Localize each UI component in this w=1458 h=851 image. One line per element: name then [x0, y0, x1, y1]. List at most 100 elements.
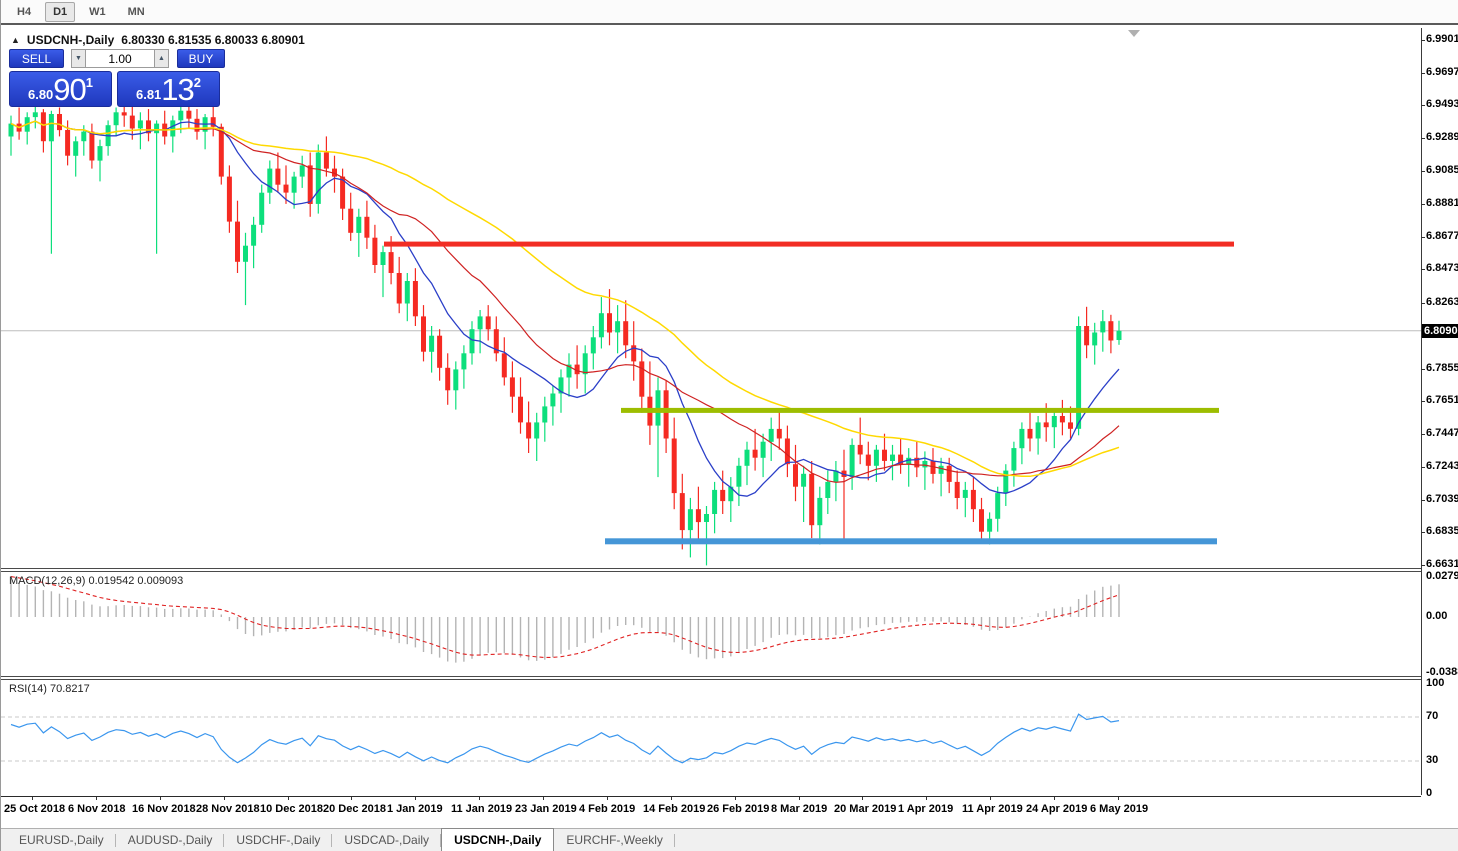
sell-price-pips: 90	[53, 72, 86, 107]
tab-divider	[223, 834, 225, 847]
chart-shift-marker-icon	[1128, 30, 1140, 37]
time-tick-label: 11 Apr 2019	[962, 803, 1023, 815]
time-axis[interactable]: 25 Oct 2018 6 Nov 2018 16 Nov 2018 28 Nov 2…	[1, 796, 1421, 826]
rsi-axis-label: 30	[1426, 754, 1439, 766]
timeframe-w1-button[interactable]: W1	[89, 5, 106, 18]
lot-size-spinner: ▼ ▲	[71, 49, 169, 68]
time-tick-mark	[351, 797, 352, 800]
timeframe-h4-button[interactable]: H4	[17, 5, 32, 18]
rsi-axis-label: 100	[1426, 677, 1445, 689]
time-tick-label: 23 Jan 2019	[515, 803, 577, 815]
buy-price-fraction: 2	[193, 75, 202, 90]
buy-price-base: 6.81	[135, 87, 162, 102]
hline-support-olive	[621, 407, 1219, 413]
time-tick-label: 26 Feb 2019	[707, 803, 770, 815]
price-tick-mark	[1421, 138, 1425, 139]
price-tick-label: 6.68350	[1426, 525, 1458, 537]
price-tick-mark	[1421, 467, 1425, 468]
sell-price-base: 6.80	[27, 87, 54, 102]
price-tick-mark	[1421, 105, 1425, 106]
price-tick-mark	[1421, 500, 1425, 501]
chart-title: ▲ USDCNH-,Daily 6.80330 6.81535 6.80033 …	[11, 33, 305, 47]
buy-price-button[interactable]: 6.81 13 2	[117, 71, 220, 107]
price-tick-mark	[1421, 369, 1425, 370]
ma-slow-line	[10, 120, 1120, 483]
pane-separator[interactable]	[1, 676, 1458, 680]
symbol-tab-eurusd[interactable]: EURUSD-,Daily	[7, 830, 116, 851]
hline-support-blue	[605, 538, 1217, 545]
price-tick-label: 6.90850	[1426, 164, 1458, 176]
timeframe-d1-button[interactable]: D1	[45, 1, 76, 22]
macd-indicator-label: MACD(12,26,9) 0.019542 0.009093	[9, 575, 184, 587]
symbol-tab-audusd[interactable]: AUDUSD-,Daily	[116, 830, 225, 851]
time-tick-label: 28 Nov 2018	[196, 803, 260, 815]
price-tick-label: 6.66310	[1426, 558, 1458, 570]
buy-button[interactable]: BUY	[177, 49, 225, 68]
symbol-tab-usdchf[interactable]: USDCHF-,Daily	[224, 830, 333, 851]
time-tick-label: 14 Feb 2019	[643, 803, 706, 815]
macd-axis-label: 0.027908	[1426, 570, 1458, 582]
hline-resistance-red	[384, 241, 1234, 247]
price-tick-label: 6.82630	[1426, 296, 1458, 308]
price-tick-mark	[1421, 434, 1425, 435]
price-tick-label: 6.72430	[1426, 460, 1458, 472]
ma-slowest-line	[10, 120, 1120, 478]
time-tick-mark	[32, 797, 33, 800]
price-tick-label: 6.84730	[1426, 262, 1458, 274]
timeframe-mn-button[interactable]: MN	[127, 5, 145, 18]
macd-indicator-pane[interactable]	[1, 572, 1421, 676]
sell-price-button[interactable]: 6.80 90 1	[9, 71, 112, 107]
price-tick-mark	[1421, 171, 1425, 172]
macd-axis-label: -0.03887	[1426, 666, 1458, 678]
time-tick-mark	[990, 797, 991, 800]
sell-button[interactable]: SELL	[9, 49, 64, 68]
symbol-tab-usdcnh[interactable]: USDCNH-,Daily	[441, 828, 555, 851]
pane-separator[interactable]	[1, 568, 1458, 572]
time-tick-mark	[543, 797, 544, 800]
one-click-trading-panel: SELL ▼ ▲ BUY 6.80 90 1 6.81 13 2	[9, 49, 225, 107]
symbol-tabs-bar: EURUSD-,Daily AUDUSD-,Daily USDCHF-,Daily U…	[1, 828, 1458, 851]
tab-divider	[440, 834, 442, 847]
time-tick-label: 20 Mar 2019	[834, 803, 897, 815]
time-tick-label: 1 Jan 2019	[387, 803, 443, 815]
rsi-indicator-pane[interactable]	[1, 679, 1421, 795]
rsi-indicator-label: RSI(14) 70.8217	[9, 683, 90, 695]
price-tick-label: 6.92890	[1426, 131, 1458, 143]
time-tick-mark	[607, 797, 608, 800]
time-tick-label: 6 Nov 2018	[68, 803, 126, 815]
main-price-chart[interactable]	[1, 28, 1421, 568]
tab-divider	[114, 834, 116, 847]
price-tick-mark	[1421, 565, 1425, 566]
time-tick-label: 4 Feb 2019	[579, 803, 636, 815]
chart-ohlc-values: 6.80330 6.81535 6.80033 6.80901	[121, 33, 305, 47]
time-tick-label: 16 Nov 2018	[132, 803, 196, 815]
lot-increase-icon[interactable]: ▲	[154, 49, 169, 68]
lot-decrease-icon[interactable]: ▼	[71, 49, 86, 68]
symbol-tab-eurchf[interactable]: EURCHF-,Weekly	[554, 830, 675, 851]
time-tick-mark	[1118, 797, 1119, 800]
collapse-trade-panel-icon[interactable]: ▲	[11, 35, 20, 45]
time-tick-label: 6 May 2019	[1090, 803, 1149, 815]
price-tick-label: 6.99010	[1426, 33, 1458, 45]
price-tick-label: 6.96970	[1426, 66, 1458, 78]
time-tick-mark	[799, 797, 800, 800]
price-tick-label: 6.76510	[1426, 394, 1458, 406]
rsi-axis-label: 70	[1426, 710, 1439, 722]
time-tick-label: 25 Oct 2018	[4, 803, 66, 815]
price-axis[interactable]	[1421, 28, 1458, 795]
time-tick-label: 11 Jan 2019	[451, 803, 513, 815]
price-tick-label: 6.88810	[1426, 197, 1458, 209]
time-tick-mark	[671, 797, 672, 800]
macd-signal-line	[10, 576, 1120, 659]
trade-panel-price-row: 6.80 90 1 6.81 13 2	[9, 71, 225, 107]
tab-divider	[673, 834, 675, 847]
candles	[8, 101, 1122, 566]
lot-size-input[interactable]	[86, 49, 154, 68]
price-tick-label: 6.94930	[1426, 98, 1458, 110]
price-tick-label: 6.74470	[1426, 427, 1458, 439]
time-tick-mark	[96, 797, 97, 800]
time-tick-label: 20 Dec 2018	[323, 803, 386, 815]
symbol-tab-usdcad[interactable]: USDCAD-,Daily	[332, 830, 442, 851]
time-tick-mark	[479, 797, 480, 800]
